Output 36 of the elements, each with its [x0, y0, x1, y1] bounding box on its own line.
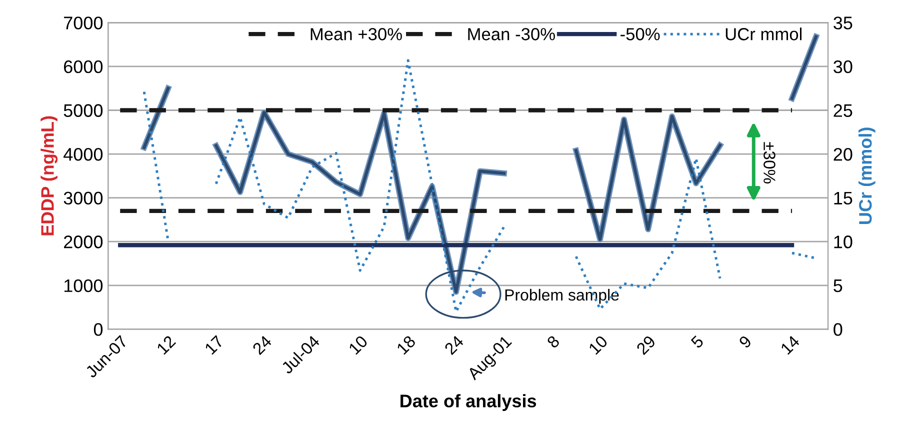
- y-tick-label: 5000: [64, 104, 103, 117]
- legend-label: -50%: [620, 28, 660, 40]
- y-tick-label: 6000: [64, 60, 103, 74]
- legend-label: UCr mmol: [726, 28, 802, 40]
- x-tick-label: 5: [690, 334, 704, 349]
- x-tick-label: 29: [636, 334, 656, 356]
- x-tick-label: 10: [588, 334, 608, 355]
- y-tick-label: 3000: [64, 192, 103, 205]
- y2-tick-label: 5: [834, 280, 842, 292]
- y2-tick-label: 15: [834, 192, 852, 205]
- x-tick-label: 18: [396, 334, 416, 355]
- x-tick-label: 24: [444, 334, 464, 356]
- y2-tick-label: 10: [834, 236, 852, 248]
- x-axis-title: Date of analysis: [400, 394, 536, 411]
- y2-axis-title: UCr (mmol): [858, 128, 876, 224]
- y2-tick-label: 20: [834, 148, 852, 161]
- legend-label: Mean +30%: [310, 28, 402, 40]
- x-tick-label: 17: [204, 335, 224, 355]
- legend-label: Mean -30%: [468, 28, 555, 40]
- x-tick-label: 12: [156, 334, 176, 355]
- x-tick-label: 8: [546, 334, 560, 349]
- y-tick-label: 7000: [64, 16, 103, 30]
- x-tick-label: 24: [252, 334, 272, 356]
- x-tick-label: 10: [348, 334, 368, 355]
- y-tick-label: 4000: [64, 148, 103, 161]
- y2-tick-label: 30: [834, 60, 852, 74]
- y2-tick-label: 0: [834, 323, 842, 336]
- x-tick-label: 9: [738, 334, 752, 349]
- y-tick-label: 1000: [64, 279, 103, 292]
- annotation: ±30%: [764, 142, 776, 184]
- y2-tick-label: 25: [834, 104, 852, 117]
- x-tick-label: 14: [780, 334, 800, 355]
- y-tick-label: 0: [94, 323, 103, 336]
- y-tick-label: 2000: [64, 236, 103, 248]
- y2-tick-label: 35: [834, 16, 852, 30]
- y-axis-title: EDDP (ng/mL): [40, 116, 58, 236]
